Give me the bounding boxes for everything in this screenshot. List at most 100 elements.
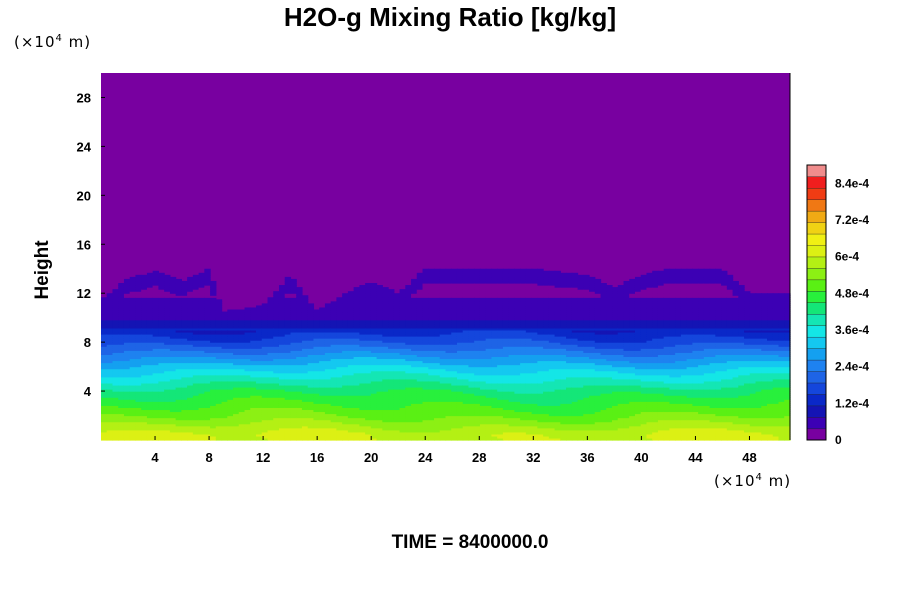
heatmap-cell	[238, 317, 246, 321]
heatmap-cell	[359, 382, 366, 386]
heatmap-cell	[456, 350, 464, 353]
heatmap-cell	[388, 295, 395, 298]
heatmap-cell	[256, 403, 263, 406]
heatmap-cell	[227, 331, 234, 335]
heatmap-cell	[422, 340, 429, 343]
heatmap-cell	[301, 303, 309, 307]
heatmap-cell	[227, 362, 234, 366]
heatmap-cell	[244, 356, 251, 360]
heatmap-cell	[181, 313, 188, 317]
heatmap-cell	[370, 364, 378, 368]
heatmap-cell	[399, 433, 406, 437]
heatmap-cell	[175, 356, 182, 360]
heatmap-cell	[215, 386, 223, 390]
heatmap-cell	[422, 315, 429, 319]
heatmap-cell	[370, 360, 378, 364]
heatmap-cell	[135, 350, 142, 353]
heatmap-cell	[169, 415, 177, 419]
heatmap-cell	[376, 427, 383, 431]
heatmap-cell	[301, 435, 309, 439]
heatmap-cell	[175, 293, 182, 296]
heatmap-cell	[388, 368, 395, 372]
heatmap-cell	[123, 415, 131, 419]
heatmap-cell	[175, 358, 182, 362]
heatmap-cell	[273, 315, 280, 319]
heatmap-cell	[428, 360, 435, 364]
heatmap-cell	[434, 309, 441, 313]
heatmap-cell	[468, 409, 475, 413]
heatmap-cell	[319, 333, 326, 337]
heatmap-cell	[204, 317, 211, 321]
heatmap-cell	[244, 329, 251, 333]
heatmap-cell	[399, 336, 406, 339]
heatmap-cell	[405, 372, 412, 376]
heatmap-cell	[416, 399, 424, 402]
heatmap-cell	[324, 435, 332, 439]
heatmap-cell	[198, 280, 205, 284]
heatmap-cell	[267, 368, 274, 372]
heatmap-cell	[290, 356, 297, 360]
heatmap-cell	[233, 397, 240, 400]
heatmap-cell	[284, 348, 292, 351]
heatmap-cell	[158, 323, 165, 327]
heatmap-cell	[175, 331, 182, 335]
heatmap-cell	[238, 356, 246, 360]
heatmap-cell	[313, 374, 320, 378]
heatmap-cell	[411, 378, 418, 382]
heatmap-cell	[342, 350, 349, 353]
heatmap-cell	[382, 317, 389, 321]
heatmap-cell	[382, 435, 389, 439]
heatmap-cell	[399, 289, 406, 292]
heatmap-cell	[227, 384, 234, 388]
heatmap-cell	[353, 403, 360, 406]
heatmap-cell	[273, 340, 280, 343]
heatmap-cell	[146, 272, 154, 276]
heatmap-cell	[296, 342, 303, 345]
heatmap-cell	[370, 287, 378, 290]
heatmap-cell	[474, 393, 481, 396]
heatmap-cell	[192, 356, 200, 360]
heatmap-cell	[123, 368, 131, 372]
heatmap-cell	[290, 333, 297, 337]
heatmap-cell	[106, 358, 114, 362]
heatmap-cell	[129, 338, 137, 341]
heatmap-cell	[468, 274, 475, 278]
heatmap-cell	[146, 323, 154, 327]
heatmap-cell	[474, 389, 481, 392]
heatmap-cell	[445, 291, 452, 294]
heatmap-cell	[474, 397, 481, 400]
heatmap-cell	[353, 299, 360, 302]
heatmap-cell	[192, 301, 200, 304]
heatmap-cell	[152, 331, 160, 335]
heatmap-cell	[169, 303, 177, 307]
heatmap-cell	[175, 386, 182, 390]
heatmap-cell	[215, 419, 223, 423]
heatmap-cell	[365, 368, 372, 372]
heatmap-cell	[169, 433, 177, 437]
heatmap-cell	[221, 344, 228, 347]
heatmap-cell	[141, 366, 148, 370]
heatmap-cell	[123, 384, 131, 388]
heatmap-cell	[221, 315, 228, 319]
heatmap-cell	[192, 317, 200, 321]
heatmap-cell	[244, 397, 251, 400]
heatmap-cell	[278, 301, 286, 304]
heatmap-cell	[336, 425, 343, 429]
heatmap-cell	[474, 391, 481, 394]
heatmap-cell	[474, 382, 481, 386]
heatmap-cell	[439, 283, 447, 286]
heatmap-cell	[181, 389, 188, 392]
heatmap-cell	[434, 391, 441, 394]
heatmap-cell	[393, 307, 401, 311]
heatmap-cell	[336, 336, 343, 339]
heatmap-cell	[278, 325, 286, 329]
heatmap-cell	[192, 417, 200, 421]
heatmap-cell	[439, 301, 447, 304]
heatmap-cell	[123, 287, 131, 290]
heatmap-cell	[175, 278, 182, 282]
heatmap-cell	[227, 313, 234, 317]
heatmap-cell	[284, 431, 292, 435]
heatmap-cell	[198, 299, 205, 302]
heatmap-cell	[451, 403, 458, 406]
heatmap-cell	[135, 315, 142, 319]
